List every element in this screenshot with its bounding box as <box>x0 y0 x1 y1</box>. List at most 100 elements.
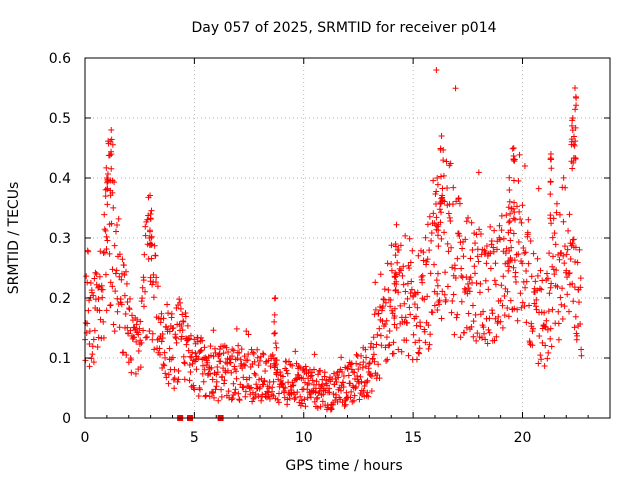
data-point <box>392 241 399 247</box>
data-point <box>291 391 298 398</box>
data-point <box>107 302 114 309</box>
data-point <box>578 352 585 359</box>
data-point <box>180 318 187 325</box>
data-point <box>472 311 479 318</box>
data-point <box>510 215 517 222</box>
data-point <box>212 386 219 393</box>
data-point <box>181 359 188 366</box>
data-point <box>541 309 548 316</box>
data-point <box>229 353 236 360</box>
data-point <box>195 393 202 400</box>
data-point <box>338 387 345 394</box>
data-point <box>548 165 555 172</box>
data-point <box>233 368 240 375</box>
data-point <box>536 285 543 292</box>
data-point <box>113 267 120 274</box>
data-point <box>147 211 154 217</box>
data-point <box>392 252 399 259</box>
data-point <box>391 321 398 328</box>
data-point <box>207 352 214 359</box>
data-point <box>443 158 450 165</box>
data-point <box>486 315 493 322</box>
data-point <box>229 346 236 353</box>
data-point <box>368 387 375 394</box>
data-point <box>423 261 430 268</box>
data-point <box>199 370 206 377</box>
data-point <box>487 265 494 272</box>
data-point <box>113 221 120 228</box>
data-point <box>236 397 243 404</box>
data-point <box>271 295 278 302</box>
data-point <box>433 226 440 233</box>
data-point <box>229 395 236 402</box>
data-point <box>428 230 435 237</box>
data-point <box>154 283 161 290</box>
data-point <box>211 394 218 401</box>
data-point <box>438 133 445 139</box>
data-point <box>271 311 278 318</box>
data-point <box>434 232 441 239</box>
data-point <box>391 305 398 312</box>
data-point <box>250 350 257 357</box>
data-point <box>449 297 456 304</box>
data-point <box>161 362 168 369</box>
data-point <box>149 281 156 288</box>
data-point <box>503 212 510 219</box>
data-point <box>254 346 261 353</box>
data-point <box>558 249 565 256</box>
data-point <box>482 249 489 256</box>
data-point <box>505 313 512 320</box>
data-point <box>547 325 554 332</box>
data-point <box>107 301 114 308</box>
data-point <box>555 320 562 327</box>
data-point <box>272 295 279 301</box>
data-point <box>507 210 514 217</box>
data-point <box>369 355 376 362</box>
data-point <box>437 146 444 153</box>
data-point <box>512 216 519 223</box>
data-point <box>146 227 153 234</box>
data-point <box>416 350 423 357</box>
data-point <box>114 308 121 315</box>
data-point <box>362 346 369 353</box>
data-point <box>473 231 480 238</box>
data-point <box>295 363 302 370</box>
data-point <box>410 331 417 338</box>
data-point <box>266 385 273 392</box>
data-point <box>173 339 180 346</box>
data-point <box>136 325 143 332</box>
data-point <box>553 200 560 207</box>
data-point <box>548 156 555 163</box>
data-point <box>568 158 575 165</box>
data-point <box>399 272 406 279</box>
data-point <box>255 393 262 400</box>
data-point <box>180 353 187 360</box>
data-point <box>517 216 524 223</box>
data-point <box>387 296 394 303</box>
data-point <box>415 349 422 356</box>
data-point <box>476 226 483 233</box>
data-point <box>350 397 357 404</box>
data-point <box>566 211 573 218</box>
data-point <box>415 252 422 259</box>
data-point <box>566 269 573 276</box>
data-point <box>358 352 365 359</box>
data-point <box>224 367 231 374</box>
data-point <box>568 122 575 129</box>
data-point <box>358 378 365 385</box>
data-point <box>424 293 431 300</box>
data-point <box>279 380 286 387</box>
data-point <box>560 174 567 181</box>
x-tick-label: 5 <box>190 430 199 446</box>
data-point <box>560 252 567 259</box>
data-point <box>467 255 474 262</box>
data-point <box>189 349 196 356</box>
data-point <box>156 351 163 358</box>
data-point <box>436 297 443 304</box>
data-point <box>121 292 128 299</box>
data-point <box>505 258 512 265</box>
data-point <box>577 275 584 282</box>
data-point <box>376 375 383 382</box>
y-tick-label: 0.4 <box>49 171 71 187</box>
data-point <box>109 283 116 290</box>
